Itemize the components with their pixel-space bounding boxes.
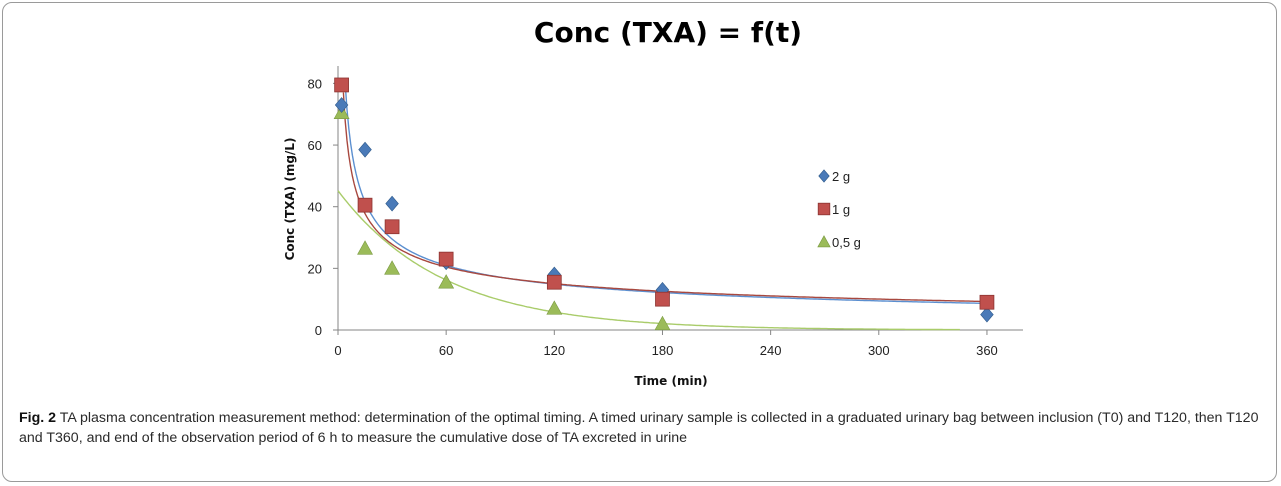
y-tick-label: 80	[308, 76, 322, 91]
x-tick-label: 0	[334, 343, 341, 358]
legend-label: 2 g	[832, 169, 850, 184]
trendline-1-g	[342, 92, 987, 303]
legend-marker	[817, 235, 831, 248]
legend-marker	[818, 169, 830, 183]
data-point	[384, 219, 400, 235]
y-tick-label: 0	[315, 323, 322, 338]
data-point	[438, 251, 454, 267]
data-point	[357, 240, 373, 255]
data-point	[385, 195, 399, 212]
data-point	[980, 306, 994, 323]
trendline-2-g	[344, 83, 987, 305]
data-point	[334, 77, 349, 93]
legend: 2 g 1 g 0,5 g	[817, 169, 861, 250]
x-tick-label: 60	[439, 343, 453, 358]
data-point	[655, 291, 670, 307]
data-point	[438, 274, 455, 289]
y-tick-label: 40	[308, 200, 322, 215]
data-point	[654, 315, 671, 331]
axes: 0 60 120 180 240 300 360 0 20 40 60 80	[308, 66, 1023, 358]
x-tick-label: 240	[760, 343, 782, 358]
chart: Conc (TXA) = f(t) 0 60 120 180 240 300 360 0 20 4…	[283, 16, 1023, 388]
y-axis-title: Conc (TXA) (mg/L)	[283, 138, 297, 261]
x-tick-label: 360	[976, 343, 998, 358]
chart-title: Conc (TXA) = f(t)	[534, 16, 802, 49]
data-point	[358, 141, 372, 158]
data-point	[384, 260, 401, 275]
legend-label: 1 g	[832, 202, 850, 217]
data-points	[333, 77, 995, 331]
legend-marker	[817, 202, 831, 216]
x-tick-label: 300	[868, 343, 890, 358]
figure-label: Fig. 2	[19, 410, 57, 426]
data-point	[979, 294, 995, 310]
figure-caption-text: TA plasma concentration measurement meth…	[19, 410, 1259, 446]
data-point	[546, 274, 562, 290]
x-tick-label: 120	[543, 343, 565, 358]
figure-caption: Fig. 2 TA plasma concentration measureme…	[19, 408, 1269, 448]
x-axis-title: Time (min)	[634, 374, 707, 388]
data-point	[334, 97, 349, 113]
data-point	[357, 197, 373, 213]
data-point	[546, 300, 563, 315]
y-tick-label: 20	[308, 261, 322, 276]
trendline-0-5-g	[337, 190, 960, 331]
y-tick-label: 60	[308, 138, 322, 153]
legend-label: 0,5 g	[832, 235, 861, 250]
x-tick-label: 180	[652, 343, 674, 358]
